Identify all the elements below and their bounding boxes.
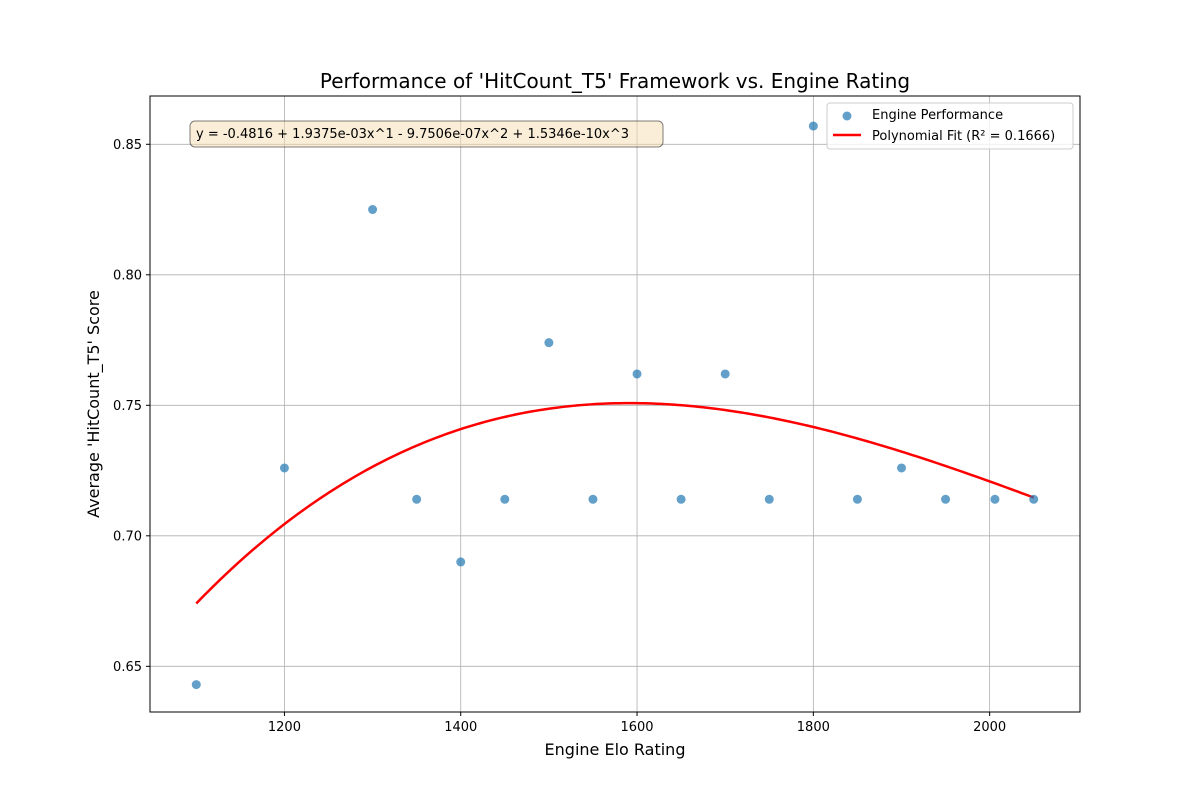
scatter-point [456, 557, 466, 567]
scatter-point [852, 494, 862, 504]
x-tick-label: 1600 [620, 720, 653, 735]
scatter-point [990, 494, 1000, 504]
chart-title: Performance of 'HitCount_T5' Framework v… [320, 69, 910, 93]
scatter-point [412, 494, 422, 504]
scatter-point [896, 463, 906, 473]
y-axis-label: Average 'HitCount_T5' Score [84, 290, 104, 518]
legend-box [826, 102, 1074, 150]
equation-box [189, 120, 664, 148]
y-tick-label: 0.65 [113, 660, 142, 675]
scatter-point [544, 338, 554, 348]
scatter-point [368, 205, 378, 215]
scatter-point [676, 494, 686, 504]
scatter-point [588, 494, 598, 504]
scatter-point [764, 494, 774, 504]
plot-content [191, 121, 1039, 690]
legend-scatter-marker [842, 111, 852, 121]
x-tick-label: 1400 [444, 720, 477, 735]
polynomial-fit-line [195, 401, 1035, 605]
scatter-point [191, 680, 201, 690]
ticks: 1200 1400 1600 1800 2000 0.65 0.70 0.75 0.80 0.85 [113, 138, 1006, 735]
x-tick-label: 2000 [973, 720, 1006, 735]
legend: Engine Performance Polynomial Fit (R² = … [826, 102, 1074, 150]
x-axis-label: Engine Elo Rating [545, 740, 686, 759]
scatter-point [808, 121, 818, 131]
x-tick-label: 1200 [268, 720, 301, 735]
y-tick-label: 0.80 [113, 268, 142, 283]
y-tick-label: 0.75 [113, 399, 142, 414]
scatter-point [632, 369, 642, 379]
scatter-point [1029, 494, 1039, 504]
legend-label-scatter: Engine Performance [872, 108, 1003, 123]
scatter-point [500, 494, 510, 504]
y-tick-label: 0.85 [113, 138, 142, 153]
y-tick-label: 0.70 [113, 529, 142, 544]
scatter-point [941, 494, 951, 504]
equation-annotation: y = -0.4816 + 1.9375e-03x^1 - 9.7506e-07… [189, 120, 664, 148]
x-tick-label: 1800 [797, 720, 830, 735]
scatter-point [279, 463, 289, 473]
plot-frame [149, 95, 1081, 713]
equation-text: y = -0.4816 + 1.9375e-03x^1 - 9.7506e-07… [196, 127, 629, 142]
legend-label-fit: Polynomial Fit (R² = 0.1666) [872, 129, 1055, 144]
scatter-point [720, 369, 730, 379]
